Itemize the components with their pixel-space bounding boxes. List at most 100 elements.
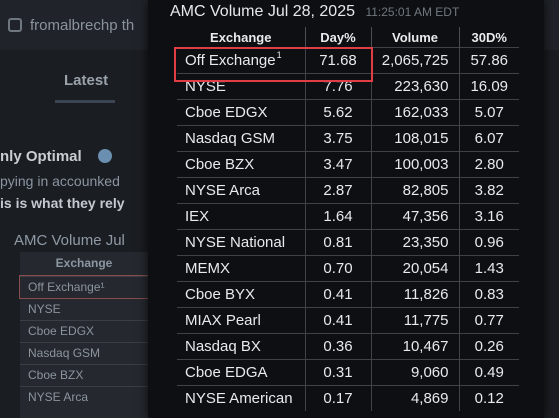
- footnote-marker: 1: [276, 50, 282, 60]
- cell-30d-pct: 3.16: [459, 203, 519, 230]
- cell-volume: 11,826: [371, 281, 460, 308]
- cell-volume: 9,060: [371, 359, 460, 386]
- column-header-volume[interactable]: Volume: [371, 27, 460, 48]
- cell-day-pct: 7.76: [305, 73, 372, 100]
- column-header-30d-pct[interactable]: 30D%: [471, 29, 507, 45]
- cell-volume: 100,003: [371, 151, 460, 178]
- exchange-name: NYSE American: [185, 390, 293, 407]
- cell-day-pct: 0.31: [305, 359, 372, 386]
- background-handle[interactable]: fromalbrechp th: [30, 17, 135, 34]
- cell-volume: 23,350: [371, 229, 460, 256]
- cell-30d-pct: 16.09: [459, 73, 519, 100]
- background-table-row: Cboe EDGX: [20, 320, 148, 342]
- table-row: MEMX 0.70 20,054 1.43: [177, 255, 519, 282]
- cell-day-pct: 5.62: [305, 99, 372, 126]
- cell-exchange: NYSE: [177, 73, 306, 100]
- background-table-title: AMC Volume Jul: [14, 232, 125, 249]
- exchange-name: NYSE Arca: [185, 182, 261, 199]
- cell-volume: 2,065,725: [371, 47, 460, 74]
- cell-exchange: MIAX Pearl: [177, 307, 306, 334]
- cell-volume: 10,467: [371, 333, 460, 360]
- volume-table: Exchange Day% Volume 30D% Off Exchange1 7…: [177, 27, 519, 411]
- table-row: NYSE American 0.17 4,869 0.12: [177, 385, 519, 411]
- cell-exchange: Nasdaq BX: [177, 333, 306, 360]
- cell-day-pct: 0.41: [305, 307, 372, 334]
- cell-day-pct: 0.70: [305, 255, 372, 282]
- column-header-day-pct[interactable]: Day%: [305, 27, 372, 48]
- exchange-name: Cboe BYX: [185, 286, 256, 303]
- table-row: NYSE Arca 2.87 82,805 3.82: [177, 177, 519, 204]
- exchange-name: Cboe BZX: [185, 156, 255, 173]
- verified-icon: [98, 149, 112, 163]
- cell-exchange: Cboe EDGA: [177, 359, 306, 386]
- exchange-name: Cboe EDGA: [185, 364, 268, 381]
- cell-day-pct: 0.36: [305, 333, 372, 360]
- timestamp: 11:25:01 AM EDT: [365, 5, 460, 19]
- table-row: Cboe BYX 0.41 11,826 0.83: [177, 281, 519, 308]
- cell-30d-pct: 0.77: [459, 307, 519, 334]
- background-username[interactable]: nly Optimal: [0, 148, 82, 165]
- cell-volume: 4,869: [371, 385, 460, 411]
- table-row: NYSE National 0.81 23,350 0.96: [177, 229, 519, 256]
- table-row: Cboe BZX 3.47 100,003 2.80: [177, 151, 519, 178]
- cell-day-pct: 0.17: [305, 385, 372, 411]
- cell-exchange: Cboe BYX: [177, 281, 306, 308]
- table-row: NYSE 7.76 223,630 16.09: [177, 73, 519, 100]
- table-row: Nasdaq BX 0.36 10,467 0.26: [177, 333, 519, 360]
- cell-volume: 162,033: [371, 99, 460, 126]
- cell-30d-pct: 0.49: [459, 359, 519, 386]
- panel-title: AMC Volume Jul 28, 2025 11:25:01 AM EDT: [170, 3, 459, 25]
- cell-30d-pct: 5.07: [459, 99, 519, 126]
- tab-underline: [55, 100, 115, 103]
- cell-exchange: NYSE National: [177, 229, 306, 256]
- cell-exchange: MEMX: [177, 255, 306, 282]
- table-row: Cboe EDGX 5.62 162,033 5.07: [177, 99, 519, 126]
- cell-30d-pct: 6.07: [459, 125, 519, 152]
- background-table-row: Off Exchange¹: [19, 275, 149, 299]
- table-row: MIAX Pearl 0.41 11,775 0.77: [177, 307, 519, 334]
- background-table-row: NYSE Arca: [20, 386, 148, 408]
- table-header-row: Exchange Day% Volume 30D%: [177, 27, 519, 48]
- cell-volume: 108,015: [371, 125, 460, 152]
- exchange-name: Nasdaq GSM: [185, 130, 276, 147]
- cell-day-pct: 3.47: [305, 151, 372, 178]
- cell-30d-pct: 2.80: [459, 151, 519, 178]
- background-table-row: Nasdaq GSM: [20, 342, 148, 364]
- cell-day-pct: 0.81: [305, 229, 372, 256]
- cell-volume: 11,775: [371, 307, 460, 334]
- exchange-name: NYSE: [185, 78, 226, 95]
- exchange-name: MIAX Pearl: [185, 312, 261, 329]
- table-row: Cboe EDGA 0.31 9,060 0.49: [177, 359, 519, 386]
- tab-latest[interactable]: Latest: [64, 72, 109, 89]
- background-table-header: Exchange: [55, 256, 113, 270]
- background-table-row: Cboe BZX: [20, 364, 148, 386]
- cell-30d-pct: 0.96: [459, 229, 519, 256]
- page-title: AMC Volume Jul 28, 2025: [170, 3, 355, 20]
- cell-30d-pct: 0.83: [459, 281, 519, 308]
- cell-exchange: Cboe EDGX: [177, 99, 306, 126]
- cell-day-pct: 3.75: [305, 125, 372, 152]
- cell-30d-pct: 57.86: [459, 47, 519, 74]
- cell-30d-pct: 3.82: [459, 177, 519, 204]
- exchange-name: Cboe EDGX: [185, 104, 268, 121]
- table-row: Nasdaq GSM 3.75 108,015 6.07: [177, 125, 519, 152]
- background-table: Exchange Off Exchange¹ NYSE Cboe EDGX Na…: [19, 252, 149, 418]
- cell-day-pct: 1.64: [305, 203, 372, 230]
- background-text-line: pying in accounked: [0, 173, 120, 189]
- cell-30d-pct: 0.26: [459, 333, 519, 360]
- cell-volume: 47,356: [371, 203, 460, 230]
- cell-day-pct: 2.87: [305, 177, 372, 204]
- table-row: Off Exchange1 71.68 2,065,725 57.86: [177, 47, 519, 74]
- volume-panel: AMC Volume Jul 28, 2025 11:25:01 AM EDT …: [148, 0, 544, 418]
- exchange-name: MEMX: [185, 260, 230, 277]
- cell-exchange: IEX: [177, 203, 306, 230]
- cell-exchange: Off Exchange1: [177, 47, 306, 74]
- cell-exchange: NYSE American: [177, 385, 306, 411]
- cell-30d-pct: 1.43: [459, 255, 519, 282]
- exchange-name: Off Exchange: [185, 52, 276, 69]
- column-header-exchange[interactable]: Exchange: [177, 27, 306, 48]
- table-row: IEX 1.64 47,356 3.16: [177, 203, 519, 230]
- cell-exchange: Nasdaq GSM: [177, 125, 306, 152]
- cell-volume: 82,805: [371, 177, 460, 204]
- cell-day-pct: 0.41: [305, 281, 372, 308]
